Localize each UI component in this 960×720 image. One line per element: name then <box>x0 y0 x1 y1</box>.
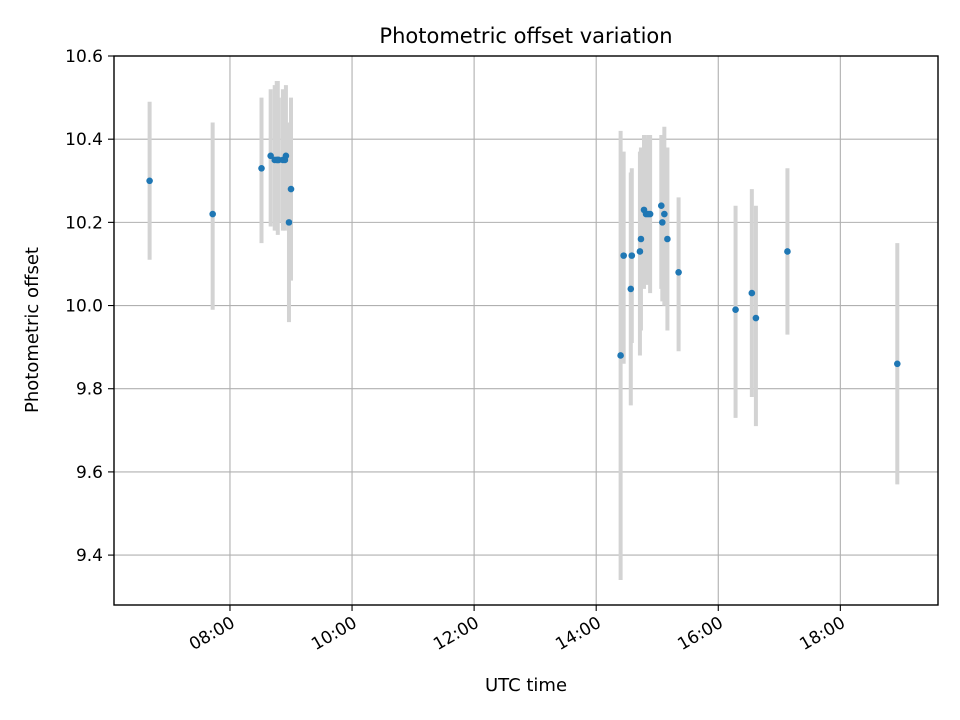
data-point <box>285 219 293 226</box>
data-point <box>287 185 295 193</box>
chart-title: Photometric offset variation <box>379 24 672 48</box>
data-point <box>282 152 290 160</box>
data-point <box>617 352 624 359</box>
data-point <box>146 177 153 185</box>
data-point <box>620 252 627 259</box>
y-tick-label: 10.4 <box>65 130 103 150</box>
data-point <box>628 252 636 259</box>
data-point <box>664 235 671 243</box>
data-points <box>146 152 901 368</box>
data-point <box>752 314 760 322</box>
data-point <box>267 152 274 160</box>
y-axis-label: Photometric offset <box>22 247 43 413</box>
data-point <box>627 285 635 293</box>
plot-frame <box>113 55 939 606</box>
y-tick-label: 10.6 <box>65 47 103 67</box>
data-point <box>784 248 791 255</box>
data-point <box>646 210 654 218</box>
data-point <box>636 248 644 255</box>
y-tick-label: 10.2 <box>65 213 103 233</box>
y-tick-label: 9.8 <box>76 380 103 400</box>
x-axis-label: UTC time <box>485 675 567 696</box>
data-point <box>659 219 666 226</box>
data-point <box>637 235 645 243</box>
data-point <box>894 360 901 368</box>
y-tick-label: 9.6 <box>76 463 103 483</box>
data-point <box>258 164 265 172</box>
y-tick-label: 10.0 <box>65 297 103 317</box>
data-point <box>675 268 682 276</box>
data-point <box>748 289 756 297</box>
data-point <box>209 210 216 218</box>
data-point <box>732 306 739 314</box>
data-point <box>661 210 668 218</box>
y-tick-label: 9.4 <box>76 546 103 566</box>
data-point <box>657 202 665 210</box>
